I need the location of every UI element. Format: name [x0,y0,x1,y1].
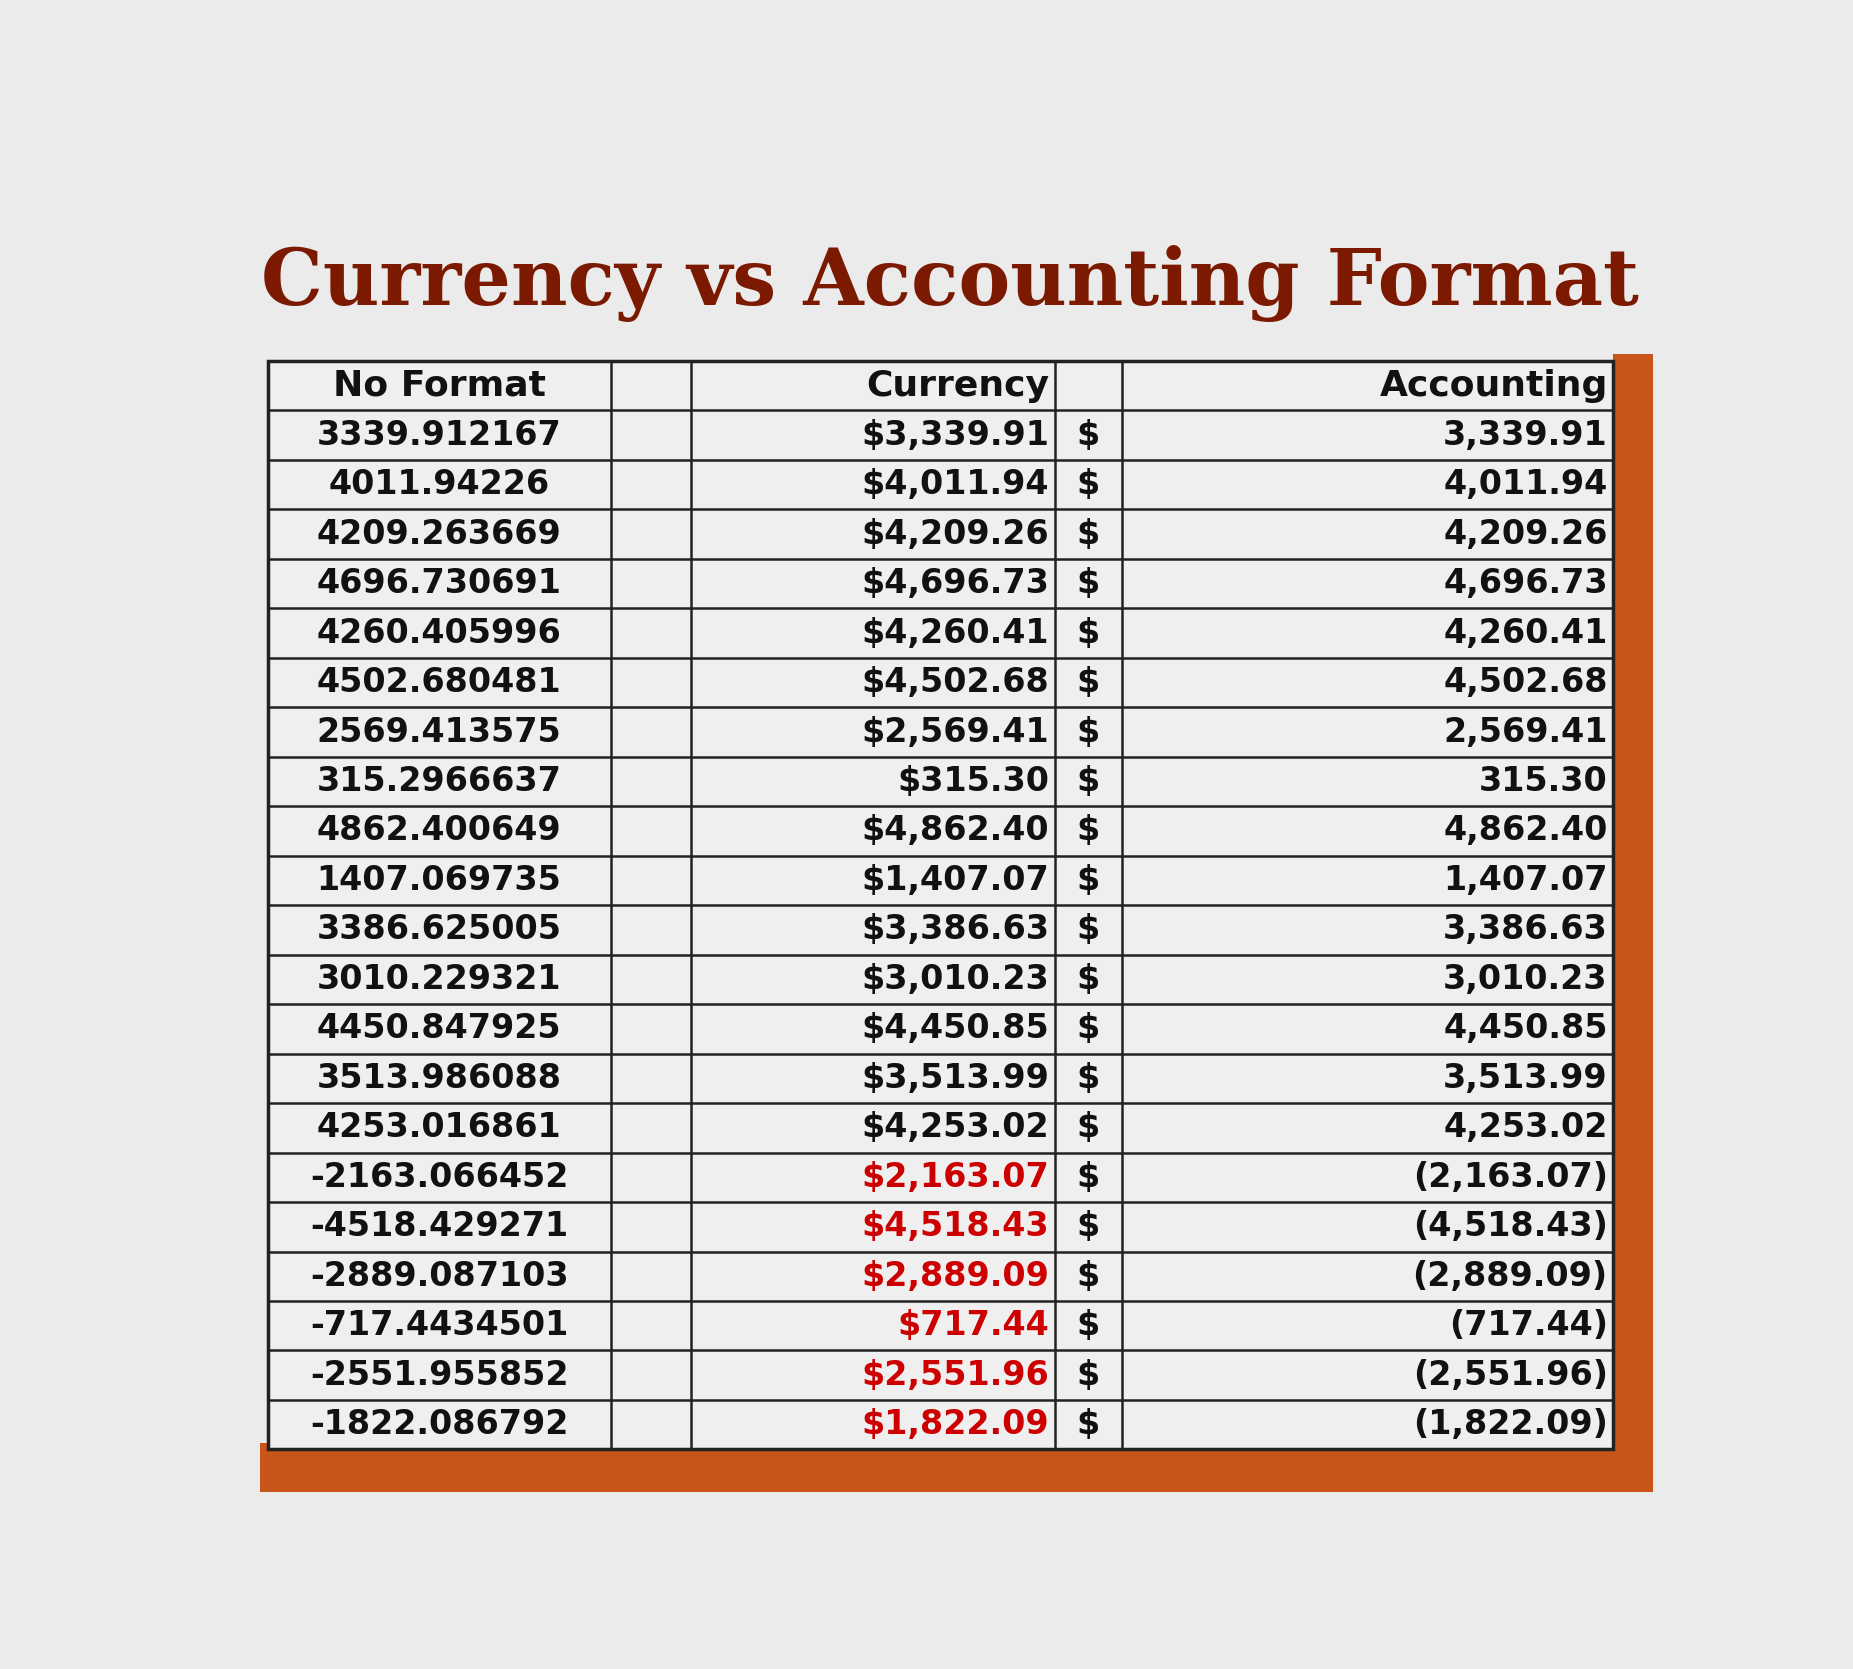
Text: $: $ [1077,1162,1101,1193]
Text: $4,862.40: $4,862.40 [862,814,1049,848]
Text: 315.2966637: 315.2966637 [317,764,561,798]
Text: 3,513.99: 3,513.99 [1443,1061,1608,1095]
Text: $: $ [1077,1112,1101,1145]
Text: 3513.986088: 3513.986088 [317,1061,561,1095]
Text: 4,253.02: 4,253.02 [1443,1112,1608,1145]
Text: $: $ [1077,467,1101,501]
Text: $: $ [1077,1409,1101,1442]
Text: (4,518.43): (4,518.43) [1412,1210,1608,1243]
Text: 4502.680481: 4502.680481 [317,666,561,699]
Text: 1407.069735: 1407.069735 [317,865,561,896]
Text: $: $ [1077,517,1101,551]
Text: $4,450.85: $4,450.85 [862,1013,1049,1045]
Text: $: $ [1077,865,1101,896]
Text: $: $ [1077,1061,1101,1095]
Text: Currency vs Accounting Format: Currency vs Accounting Format [261,245,1638,322]
Text: 3,010.23: 3,010.23 [1443,963,1608,996]
Text: 4450.847925: 4450.847925 [317,1013,561,1045]
Text: $: $ [1077,716,1101,748]
Text: $: $ [1077,1308,1101,1342]
Text: $: $ [1077,1359,1101,1392]
Text: $4,253.02: $4,253.02 [862,1112,1049,1145]
Text: $2,163.07: $2,163.07 [862,1162,1049,1193]
Text: 3,339.91: 3,339.91 [1443,419,1608,452]
Bar [1614,354,1653,1444]
Text: $3,513.99: $3,513.99 [862,1061,1049,1095]
Text: 4011.94226: 4011.94226 [328,467,550,501]
Text: $4,696.73: $4,696.73 [862,567,1049,601]
Text: -2889.087103: -2889.087103 [309,1260,569,1293]
Text: 2569.413575: 2569.413575 [317,716,561,748]
Text: 4,502.68: 4,502.68 [1443,666,1608,699]
Text: $: $ [1077,616,1101,649]
Text: $3,339.91: $3,339.91 [862,419,1049,452]
Text: 3,386.63: 3,386.63 [1443,913,1608,946]
Text: (2,551.96): (2,551.96) [1412,1359,1608,1392]
Text: 4260.405996: 4260.405996 [317,616,561,649]
Text: (2,889.09): (2,889.09) [1412,1260,1608,1293]
Text: $: $ [1077,1013,1101,1045]
Text: No Format: No Format [332,369,545,402]
Text: $4,502.68: $4,502.68 [862,666,1049,699]
Text: 3386.625005: 3386.625005 [317,913,561,946]
Text: $: $ [1077,1210,1101,1243]
Text: $2,551.96: $2,551.96 [862,1359,1049,1392]
Text: $: $ [1077,764,1101,798]
Text: Currency: Currency [867,369,1049,402]
Text: $315.30: $315.30 [897,764,1049,798]
Text: $2,569.41: $2,569.41 [862,716,1049,748]
Text: -4518.429271: -4518.429271 [309,1210,569,1243]
Text: -1822.086792: -1822.086792 [309,1409,569,1442]
Text: Accounting: Accounting [1379,369,1608,402]
Text: $4,260.41: $4,260.41 [862,616,1049,649]
Text: $4,011.94: $4,011.94 [862,467,1049,501]
Text: 4,450.85: 4,450.85 [1443,1013,1608,1045]
Text: $: $ [1077,1260,1101,1293]
Text: (1,822.09): (1,822.09) [1412,1409,1608,1442]
Text: $1,407.07: $1,407.07 [862,865,1049,896]
Text: $: $ [1077,666,1101,699]
Text: -2551.955852: -2551.955852 [309,1359,569,1392]
Text: (2,163.07): (2,163.07) [1412,1162,1608,1193]
Text: $: $ [1077,814,1101,848]
Text: 4862.400649: 4862.400649 [317,814,561,848]
Text: 4,209.26: 4,209.26 [1443,517,1608,551]
Text: -2163.066452: -2163.066452 [309,1162,569,1193]
Text: $3,386.63: $3,386.63 [862,913,1049,946]
Text: $4,518.43: $4,518.43 [862,1210,1049,1243]
Text: $4,209.26: $4,209.26 [862,517,1049,551]
Text: 4,862.40: 4,862.40 [1443,814,1608,848]
Text: 315.30: 315.30 [1479,764,1608,798]
Text: $: $ [1077,419,1101,452]
Text: $2,889.09: $2,889.09 [862,1260,1049,1293]
Text: $3,010.23: $3,010.23 [862,963,1049,996]
Text: 4,696.73: 4,696.73 [1443,567,1608,601]
Text: 3010.229321: 3010.229321 [317,963,561,996]
Text: 2,569.41: 2,569.41 [1443,716,1608,748]
Text: -717.4434501: -717.4434501 [309,1308,569,1342]
Text: $1,822.09: $1,822.09 [862,1409,1049,1442]
Text: 4696.730691: 4696.730691 [317,567,561,601]
Bar [259,1444,1653,1492]
Text: 4,260.41: 4,260.41 [1443,616,1608,649]
Text: 1,407.07: 1,407.07 [1443,865,1608,896]
Text: (717.44): (717.44) [1449,1308,1608,1342]
Text: $: $ [1077,963,1101,996]
Text: 4209.263669: 4209.263669 [317,517,561,551]
Text: $: $ [1077,567,1101,601]
Text: $: $ [1077,913,1101,946]
Text: $717.44: $717.44 [897,1308,1049,1342]
Text: 4253.016861: 4253.016861 [317,1112,561,1145]
Text: 3339.912167: 3339.912167 [317,419,561,452]
Text: 4,011.94: 4,011.94 [1443,467,1608,501]
